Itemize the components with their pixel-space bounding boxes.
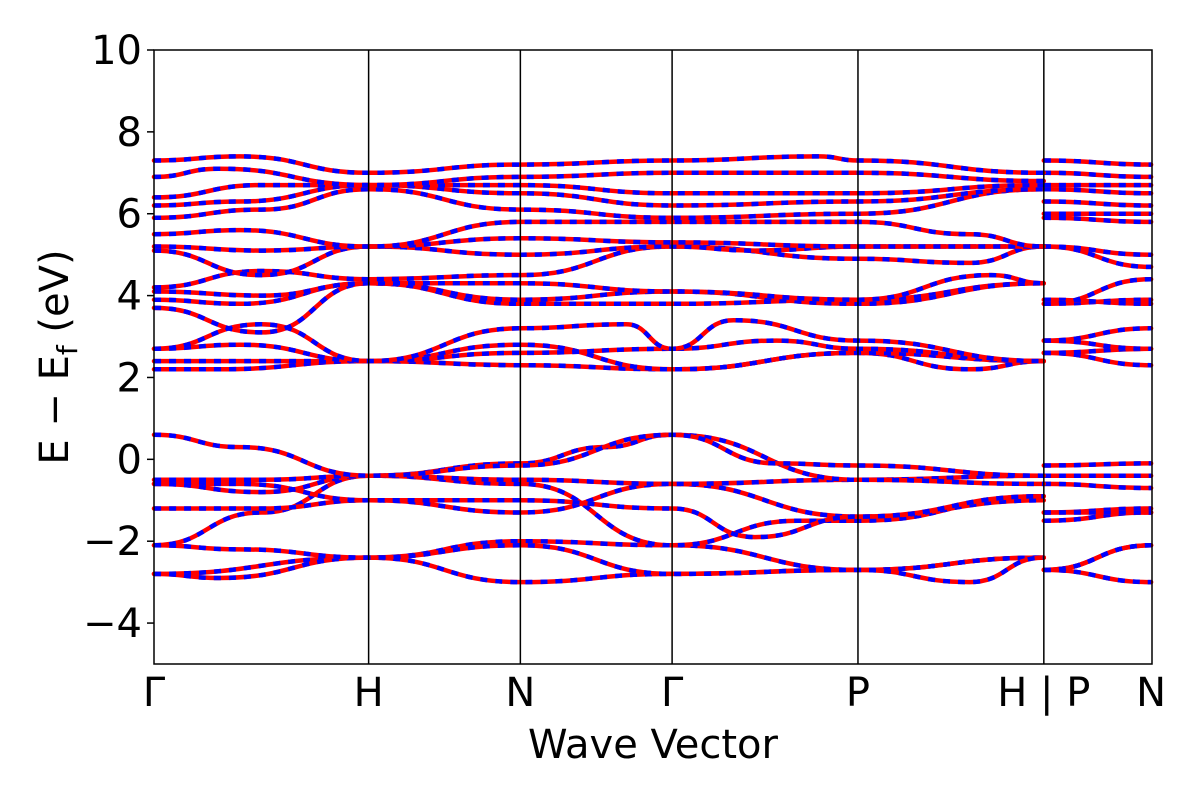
- band-line-spin-down-8: [153, 432, 1152, 478]
- kpoint-label-3: Γ: [661, 670, 684, 716]
- kpoint-labels: Γ H N Γ P H | P N: [143, 670, 1166, 716]
- band-line-spin-down-15: [153, 272, 1152, 307]
- y-axis-title: E − Ef (eV): [32, 249, 84, 464]
- y-axis-title-unit: (eV): [32, 249, 78, 345]
- band-line-spin-down-14: [153, 281, 1152, 307]
- band-line-spin-down-20: [153, 186, 1152, 221]
- kpoint-label-0: Γ: [143, 670, 166, 716]
- y-tick-label-7: 10: [91, 28, 142, 74]
- y-tick-label-1: −2: [83, 519, 142, 565]
- band-line-spin-down-5: [154, 481, 1152, 540]
- y-axis-title-main: E − E: [32, 355, 78, 465]
- x-axis-title: Wave Vector: [528, 722, 779, 768]
- band-line-spin-down-19: [153, 211, 1152, 249]
- y-tick-label-0: −4: [83, 601, 142, 647]
- bands-layer: [151, 154, 1154, 585]
- band-line-spin-up-8: [151, 432, 1154, 478]
- band-line-spin-down-23: [153, 166, 1152, 188]
- y-tick-label-3: 2: [117, 355, 142, 401]
- kpoint-label-2: N: [505, 670, 535, 716]
- kpoint-label-4: P: [846, 670, 870, 716]
- band-line-spin-down-0: [153, 555, 1152, 585]
- band-line-spin-down-17: [153, 244, 1152, 278]
- y-axis-title-subscript: f: [51, 344, 84, 355]
- band-line-spin-down-21: [153, 182, 1152, 208]
- kpoint-label-1: H: [354, 670, 384, 716]
- y-tick-label-5: 6: [117, 192, 142, 238]
- kpoint-lines: [367, 50, 1045, 664]
- y-tick-label-2: 0: [117, 437, 142, 483]
- y-axis-ticks: −4 −2 0 2 4 6 8 10: [83, 28, 154, 647]
- kpoint-label-5: H | P: [997, 670, 1090, 716]
- y-tick-label-4: 4: [117, 274, 142, 320]
- band-line-spin-down-18: [153, 215, 1152, 253]
- band-line-spin-down-12: [153, 317, 1152, 364]
- kpoint-label-6: N: [1136, 670, 1166, 716]
- y-tick-label-6: 8: [117, 110, 142, 156]
- band-line-spin-down-7: [154, 432, 1152, 487]
- band-line-spin-down-2: [153, 543, 1152, 585]
- band-line-spin-down-22: [153, 182, 1152, 200]
- plot-frame: [153, 49, 1153, 665]
